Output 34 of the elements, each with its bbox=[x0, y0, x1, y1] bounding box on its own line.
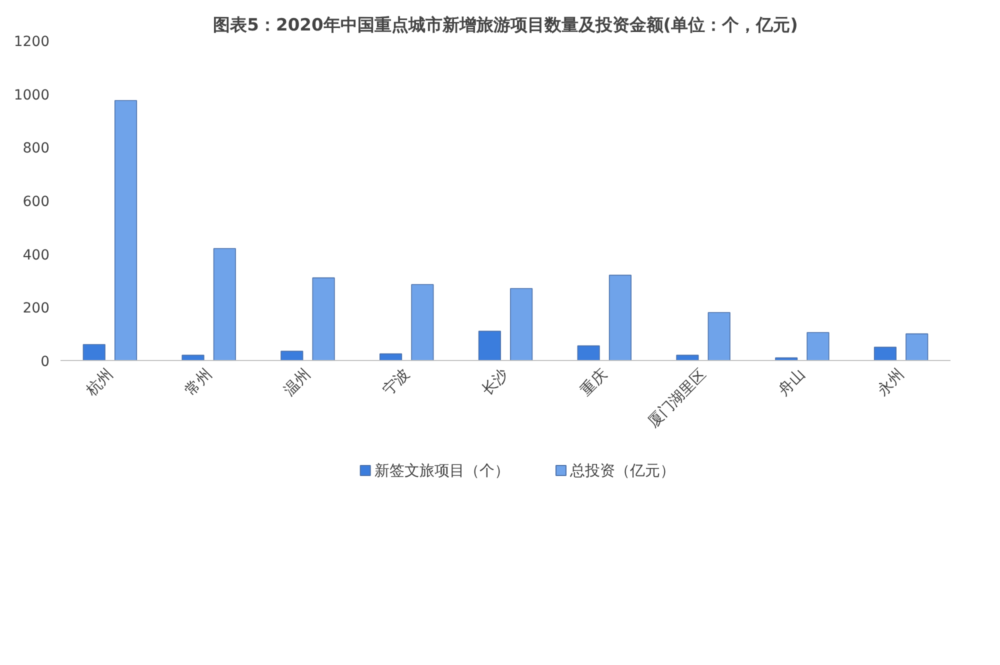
x-tick-label: 舟山 bbox=[774, 365, 809, 400]
bar bbox=[577, 345, 600, 360]
legend-label: 总投资（亿元） bbox=[569, 462, 676, 480]
bar bbox=[213, 248, 236, 360]
bar bbox=[114, 100, 138, 360]
bar bbox=[411, 284, 434, 360]
bar bbox=[312, 277, 335, 360]
x-tick-label: 宁波 bbox=[379, 365, 413, 400]
bar bbox=[478, 330, 501, 360]
bar bbox=[82, 344, 106, 360]
bar bbox=[874, 346, 897, 360]
legend-label: 新签文旅项目（个） bbox=[374, 462, 510, 480]
y-tick-label: 1200 bbox=[14, 34, 50, 50]
bar bbox=[806, 332, 830, 360]
y-tick-label: 400 bbox=[22, 247, 50, 264]
bar bbox=[906, 333, 928, 360]
bar bbox=[280, 350, 304, 360]
y-tick-label: 1000 bbox=[14, 87, 50, 104]
y-tick-label: 600 bbox=[22, 194, 50, 210]
chart-title: 图表5：2020年中国重点城市新增旅游项目数量及投资金额(单位：个，亿元) bbox=[213, 16, 798, 36]
x-tick-label: 温州 bbox=[280, 365, 314, 400]
bar bbox=[708, 312, 730, 360]
x-tick-label: 长沙 bbox=[478, 365, 512, 400]
x-tick-label: 杭州 bbox=[82, 365, 116, 400]
y-tick-label: 800 bbox=[22, 140, 50, 157]
bar bbox=[380, 353, 402, 360]
bar bbox=[608, 274, 632, 360]
x-tick-label: 永州 bbox=[873, 365, 908, 400]
x-tick-label: 厦门湖里区 bbox=[644, 365, 710, 431]
x-tick-label: 常州 bbox=[181, 365, 216, 400]
bar bbox=[510, 288, 533, 360]
x-tick-label: 重庆 bbox=[576, 365, 611, 400]
y-tick-label: 200 bbox=[22, 300, 50, 317]
y-tick-label: 0 bbox=[40, 354, 50, 370]
